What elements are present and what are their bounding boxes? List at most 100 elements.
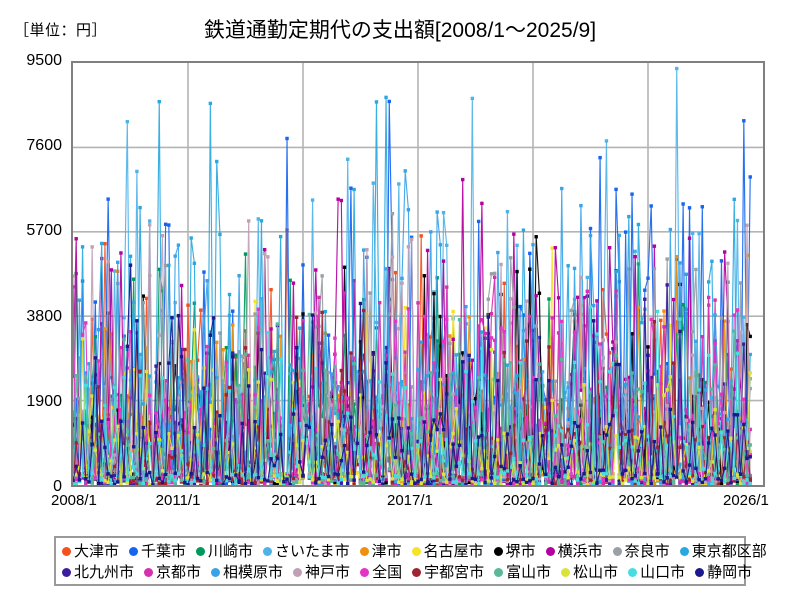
legend-item[interactable]: 静岡市	[695, 565, 752, 580]
series-marker	[601, 287, 605, 292]
series-marker	[742, 475, 746, 479]
series-marker	[237, 383, 241, 388]
series-marker	[448, 341, 452, 346]
series-marker	[141, 415, 145, 420]
series-marker	[448, 444, 452, 449]
series-marker	[141, 402, 145, 406]
series-marker	[745, 450, 749, 454]
series-marker	[224, 393, 229, 397]
series-marker	[141, 300, 145, 305]
series-marker	[505, 450, 510, 454]
series-marker	[330, 391, 334, 396]
series-marker	[218, 331, 222, 335]
legend-item[interactable]: 富山市	[494, 565, 551, 580]
series-marker	[524, 415, 529, 419]
legend-item[interactable]: 神戸市	[293, 565, 350, 580]
legend-item[interactable]: 松山市	[561, 565, 618, 580]
series-marker	[339, 198, 344, 203]
legend-item[interactable]: 奈良市	[612, 544, 670, 559]
series-marker	[432, 418, 436, 422]
series-marker	[131, 482, 136, 485]
series-marker	[550, 316, 554, 320]
legend-item[interactable]: さいたま市	[263, 544, 350, 559]
series-marker	[713, 407, 717, 412]
series-marker	[93, 335, 98, 339]
series-marker	[416, 301, 420, 305]
series-marker	[716, 467, 720, 471]
series-marker	[131, 277, 136, 281]
series-marker	[419, 416, 423, 420]
series-marker	[499, 326, 503, 330]
series-marker	[215, 437, 219, 442]
series-marker	[505, 432, 510, 436]
series-marker	[231, 448, 235, 452]
series-marker	[167, 263, 171, 268]
legend-item[interactable]: 東京都区部	[679, 544, 767, 559]
series-marker	[611, 448, 615, 452]
legend-item[interactable]: 津市	[359, 544, 402, 559]
series-marker	[301, 312, 305, 316]
series-marker	[706, 353, 711, 358]
legend-item[interactable]: 宇都宮市	[412, 565, 484, 580]
series-marker	[515, 344, 519, 349]
series-marker	[681, 302, 685, 307]
series-marker	[476, 481, 481, 485]
series-marker	[451, 371, 455, 375]
legend-item[interactable]: 堺市	[493, 544, 536, 559]
legend-item[interactable]: 京都市	[144, 565, 201, 580]
series-marker	[336, 197, 340, 201]
series-marker	[320, 381, 324, 385]
legend-item[interactable]: 千葉市	[129, 544, 186, 559]
series-marker	[576, 295, 580, 300]
series-marker	[620, 426, 625, 430]
legend-item[interactable]: 名古屋市	[411, 544, 484, 559]
legend-item[interactable]: 相模原市	[211, 565, 283, 580]
series-marker	[215, 376, 219, 380]
series-marker	[713, 363, 717, 367]
series-marker	[601, 477, 605, 481]
legend-item[interactable]: 川崎市	[196, 544, 253, 559]
series-marker	[454, 479, 459, 484]
series-marker	[266, 453, 270, 457]
legend-item[interactable]: 横浜市	[545, 544, 603, 559]
series-marker	[441, 437, 446, 441]
series-marker	[307, 454, 312, 459]
legend-item[interactable]: 全国	[360, 565, 402, 580]
legend-marker-icon	[561, 568, 571, 577]
series-marker	[416, 439, 420, 444]
series-marker	[544, 450, 548, 455]
series-marker	[655, 409, 660, 414]
series-marker	[409, 455, 414, 460]
series-marker	[636, 466, 641, 470]
series-marker	[486, 315, 490, 319]
series-marker	[397, 381, 401, 386]
series-marker	[630, 428, 634, 432]
series-marker	[416, 417, 420, 421]
series-marker	[438, 412, 443, 416]
series-marker	[374, 473, 379, 477]
series-marker	[183, 347, 187, 352]
series-marker	[384, 443, 388, 448]
series-marker	[77, 413, 82, 417]
series-marker	[614, 269, 618, 273]
series-marker	[623, 478, 628, 482]
series-marker	[464, 454, 468, 459]
series-marker	[84, 371, 88, 375]
legend-item[interactable]: 大津市	[62, 544, 119, 559]
series-marker	[623, 389, 628, 394]
legend-item[interactable]: 山口市	[628, 565, 685, 580]
series-marker	[339, 458, 344, 463]
legend-marker-icon	[359, 547, 369, 556]
series-marker	[90, 450, 94, 454]
series-marker	[183, 431, 187, 436]
series-marker	[90, 481, 94, 485]
series-marker	[224, 478, 229, 483]
series-marker	[636, 415, 641, 419]
series-marker	[208, 400, 213, 404]
x-tick-label: 2020/1	[502, 492, 549, 509]
series-marker	[301, 368, 305, 373]
series-marker	[684, 442, 689, 447]
legend-item[interactable]: 北九州市	[62, 565, 134, 580]
series-marker	[215, 482, 219, 485]
series-marker	[732, 197, 736, 202]
